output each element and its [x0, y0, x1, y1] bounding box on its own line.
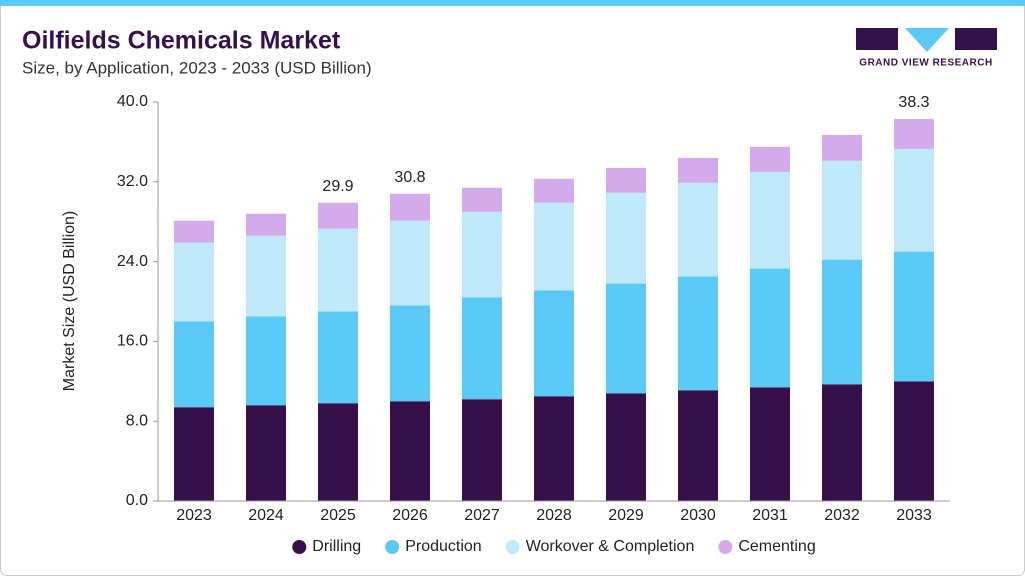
- bar-segment: [894, 118, 934, 149]
- y-tick-label: 32.0: [117, 173, 148, 190]
- bar-segment: [822, 259, 862, 385]
- bar-segment: [678, 276, 718, 391]
- total-label: 30.8: [394, 169, 425, 186]
- bar-segment: [678, 157, 718, 183]
- legend-label: Production: [405, 538, 482, 555]
- y-tick-label: 16.0: [117, 333, 148, 350]
- bar-segment: [534, 178, 574, 203]
- bar-segment: [174, 321, 214, 408]
- legend-marker: [292, 540, 307, 554]
- chart-title: Oilfields Chemicals Market: [22, 27, 341, 55]
- legend-label: Drilling: [312, 538, 361, 555]
- bar-segment: [534, 202, 574, 291]
- bar-segment: [606, 283, 646, 394]
- legend-marker: [718, 540, 733, 554]
- y-tick-label: 0.0: [126, 492, 148, 509]
- bar-segment: [246, 235, 286, 317]
- chart-subtitle: Size, by Application, 2023 - 2033 (USD B…: [22, 58, 372, 77]
- bar-segment: [462, 187, 502, 212]
- y-tick-label: 40.0: [117, 93, 148, 110]
- bar-segment: [246, 405, 286, 501]
- bar-segment: [534, 290, 574, 397]
- legend: Drilling Production Workover & Completion C…: [292, 538, 816, 555]
- x-tick-label: 2023: [176, 507, 212, 524]
- legend-marker: [385, 540, 400, 554]
- x-tick-label: 2025: [320, 507, 356, 524]
- legend-marker: [505, 540, 520, 554]
- bar-segment: [822, 160, 862, 260]
- x-tick-label: 2027: [464, 507, 500, 524]
- y-tick-label: 8.0: [126, 412, 148, 429]
- x-tick-label: 2024: [248, 507, 284, 524]
- bar-segment: [174, 242, 214, 322]
- bar-segment: [534, 396, 574, 501]
- bar-segment: [894, 381, 934, 501]
- total-label: 38.3: [898, 94, 929, 111]
- bar-segment: [606, 192, 646, 284]
- bar-segment: [606, 167, 646, 193]
- x-tick-label: 2032: [824, 507, 860, 524]
- legend-label: Workover & Completion: [526, 538, 695, 555]
- bar-segment: [246, 316, 286, 406]
- bar-segment: [462, 399, 502, 501]
- logo-shape: [856, 28, 898, 50]
- bar-segment: [318, 403, 358, 501]
- bar-segment: [678, 182, 718, 277]
- x-tick-label: 2030: [680, 507, 716, 524]
- bar-segment: [318, 202, 358, 229]
- bar-segment: [246, 213, 286, 236]
- bar-segment: [462, 297, 502, 400]
- bar-segment: [390, 305, 430, 402]
- logo-text: GRAND VIEW RESEARCH: [859, 58, 992, 69]
- x-tick-label: 2028: [536, 507, 572, 524]
- bar-segment: [390, 401, 430, 501]
- logo-shape: [955, 28, 997, 50]
- bar-segment: [318, 228, 358, 312]
- x-tick-label: 2029: [608, 507, 644, 524]
- y-tick-label: 24.0: [117, 253, 148, 270]
- bar-segment: [390, 193, 430, 221]
- total-label: 29.9: [322, 178, 353, 195]
- bar-segment: [750, 387, 790, 501]
- x-tick-label: 2031: [752, 507, 788, 524]
- legend-label: Cementing: [738, 538, 815, 555]
- bar-segment: [750, 146, 790, 172]
- bar-segment: [894, 148, 934, 252]
- logo-shape: [905, 28, 949, 52]
- bar-segment: [822, 134, 862, 161]
- top-strip: [0, 0, 1025, 6]
- bar-segment: [462, 211, 502, 298]
- bar-segment: [822, 384, 862, 501]
- bar-segment: [894, 251, 934, 382]
- bar-segment: [174, 220, 214, 243]
- bar-segment: [606, 393, 646, 501]
- bar-segment: [750, 268, 790, 388]
- x-tick-label: 2033: [896, 507, 932, 524]
- bar-segment: [678, 390, 718, 501]
- bar-segment: [390, 220, 430, 306]
- bar-segment: [318, 311, 358, 404]
- bar-segment: [174, 407, 214, 501]
- x-tick-label: 2026: [392, 507, 428, 524]
- y-axis-label: Market Size (USD Billion): [61, 211, 78, 391]
- logo: GRAND VIEW RESEARCH: [856, 28, 997, 69]
- bar-segment: [750, 171, 790, 269]
